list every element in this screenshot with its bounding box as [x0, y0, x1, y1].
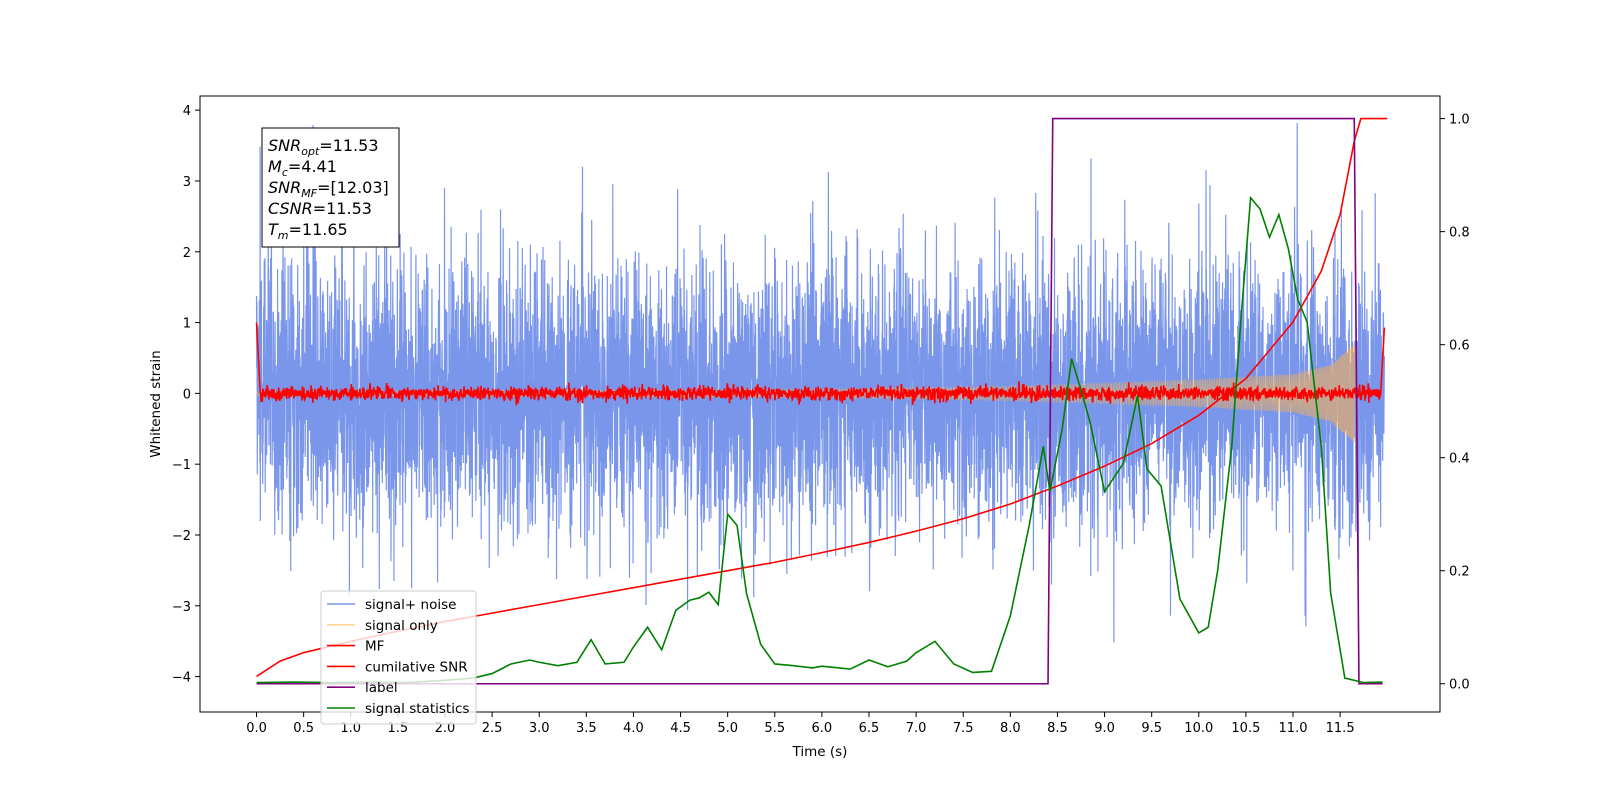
x-tick-label: 8.5	[1047, 721, 1068, 736]
y-right-tick-label: 0.6	[1449, 339, 1470, 354]
legend[interactable]: signal+ noise signal only MF cumilative SNR…	[320, 590, 477, 725]
info-box-line: Mc=4.41	[268, 157, 337, 179]
x-tick-label: 4.0	[623, 721, 644, 736]
x-tick-label: 5.5	[764, 721, 785, 736]
info-box-frame	[261, 127, 400, 248]
legend-item-label: signal only	[365, 618, 438, 634]
x-tick-label: 3.0	[529, 721, 550, 736]
legend-item-label: label	[365, 680, 398, 696]
y-right-tick-label: 0.0	[1449, 678, 1470, 693]
x-tick-label: 6.5	[859, 721, 880, 736]
info-box-line: SNRMF=[12.03]	[268, 178, 389, 200]
x-tick-label: 11.0	[1279, 721, 1308, 736]
y-tick-label: 2	[183, 246, 191, 261]
info-box-line: CSNR=11.53	[268, 199, 372, 218]
info-box: SNRopt=11.53Mc=4.41SNRMF=[12.03]CSNR=11.…	[261, 127, 400, 248]
y-right-tick-label: 0.2	[1449, 565, 1470, 580]
legend-item-label: MF	[365, 639, 384, 655]
series-mf-line	[255, 322, 1386, 406]
x-tick-label: 0.0	[246, 721, 267, 736]
y-right-tick-label: 0.4	[1449, 452, 1470, 467]
legend-frame	[320, 590, 477, 725]
legend-item-label: cumilative SNR	[365, 659, 468, 675]
x-tick-label: 1.0	[340, 721, 361, 736]
x-tick-label: 10.5	[1231, 721, 1260, 736]
y-right-tick-label: 1.0	[1449, 113, 1470, 128]
y-tick-label: 3	[183, 175, 191, 190]
info-box-line: Tm=11.65	[268, 220, 348, 242]
x-tick-label: 5.0	[717, 721, 738, 736]
y-tick-label: 0	[183, 387, 191, 402]
x-tick-label: 0.5	[293, 721, 314, 736]
axes-layer: 0.0 0.5 1.0 1.5 2.0 2.5 3.0 3.5 4.0 4.5 5.0 5.5 6.0 6…	[172, 104, 1470, 736]
x-tick-label: 2.0	[435, 721, 456, 736]
y-tick-label: −2	[172, 529, 191, 544]
plot-frame	[199, 95, 1441, 713]
x-tick-label: 6.0	[812, 721, 833, 736]
x-tick-label: 4.5	[670, 721, 691, 736]
x-tick-label: 7.0	[906, 721, 927, 736]
y-tick-label: −1	[172, 458, 191, 473]
series-label-line	[256, 117, 1383, 685]
x-tick-label: 3.5	[576, 721, 597, 736]
x-tick-label: 9.0	[1094, 721, 1115, 736]
y-tick-label: −4	[172, 671, 191, 686]
y-right-tick-label: 0.8	[1449, 226, 1470, 241]
y-tick-label: 1	[183, 317, 191, 332]
x-tick-label: 10.0	[1184, 721, 1213, 736]
x-tick-label: 1.5	[388, 721, 409, 736]
y-tick-label: 4	[183, 104, 191, 119]
y-axis-label: Whitened strain	[148, 350, 164, 457]
x-tick-label: 2.5	[482, 721, 503, 736]
x-tick-label: 9.5	[1141, 721, 1162, 736]
info-box-line: SNRopt=11.53	[268, 136, 379, 158]
x-tick-label: 8.0	[1000, 721, 1021, 736]
series-signal-statistics-line	[256, 195, 1383, 684]
y-tick-label: −3	[172, 600, 191, 615]
legend-item-label: signal statistics	[365, 701, 469, 717]
x-axis-label: Time (s)	[792, 744, 848, 760]
series-signal-noise-line	[255, 122, 1386, 643]
legend-item-label: signal+ noise	[365, 597, 456, 613]
x-tick-label: 7.5	[953, 721, 974, 736]
x-tick-label: 11.5	[1326, 721, 1355, 736]
